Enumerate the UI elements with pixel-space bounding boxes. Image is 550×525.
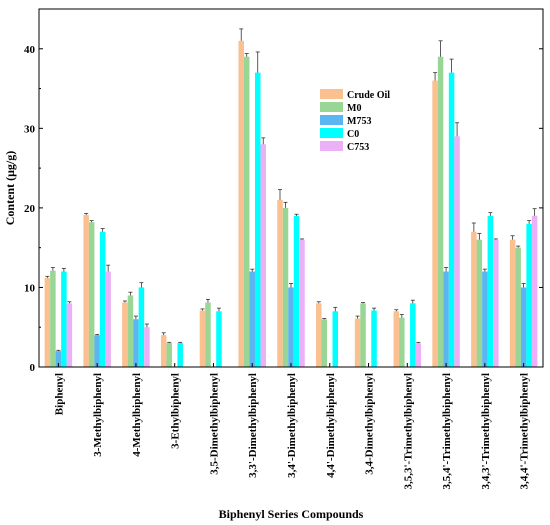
bar (88, 222, 95, 367)
bar (487, 215, 494, 367)
bar (44, 277, 51, 367)
x-category-label: 4-Methylbiphenyl (131, 373, 143, 457)
x-category-label: 3,4,4'-Trimethylbiphenyl (519, 373, 531, 490)
x-axis-title: Biphenyl Series Compounds (219, 507, 364, 521)
bar (61, 271, 67, 367)
bar (520, 287, 527, 367)
x-category-label: 3-Ethylbiphenyl (170, 373, 182, 449)
bar (254, 72, 261, 367)
legend-label: C0 (347, 129, 359, 140)
y-tick-label: 30 (24, 123, 36, 135)
bars-layer (44, 40, 538, 367)
bar (515, 247, 521, 367)
x-category-label: 3-Methylbiphenyl (92, 373, 104, 457)
bar (160, 335, 167, 367)
bar (354, 318, 361, 367)
bar (166, 343, 172, 367)
y-tick-label: 20 (24, 203, 36, 215)
bar (415, 343, 422, 367)
bar (410, 303, 416, 367)
bar (83, 215, 89, 367)
bar (99, 231, 106, 367)
bar (443, 271, 449, 367)
bar (448, 72, 455, 367)
legend: Crude Oil M0 M753 C0 C753 (320, 89, 390, 153)
y-axis-title: Content (μg/g) (3, 151, 17, 225)
x-category-label: Biphenyl (53, 373, 65, 415)
x-category-label: 3,4,3'-Trimethylbiphenyl (480, 373, 492, 490)
bar (482, 271, 488, 367)
bar (332, 311, 339, 367)
bar (509, 239, 516, 367)
bar (360, 303, 366, 367)
bar (138, 287, 145, 367)
bar (288, 287, 294, 367)
bar (393, 311, 400, 367)
bar (277, 199, 283, 367)
bar (177, 343, 183, 367)
x-category-label: 3,5,4'-Trimethylbiphenyl (441, 373, 453, 490)
error-bars-layer (45, 28, 537, 352)
y-tick-label: 0 (30, 362, 36, 374)
bar (371, 310, 377, 367)
y-axis: 0 10 20 30 40 (24, 44, 543, 374)
bar (238, 40, 244, 367)
x-category-label: 3,4-Dimethylbiphenyl (364, 373, 376, 475)
y-tick-label: 10 (24, 282, 36, 294)
bar (243, 56, 250, 367)
legend-label: M0 (347, 103, 361, 114)
legend-swatch (320, 102, 343, 112)
bar (471, 231, 477, 367)
bar (144, 327, 150, 367)
bar (399, 317, 405, 367)
legend-label: C753 (347, 142, 369, 153)
x-category-label: 3,5,3'-Trimethylbiphenyl (402, 373, 414, 490)
bar (493, 239, 499, 367)
legend-label: Crude Oil (347, 90, 390, 101)
bar (249, 271, 255, 367)
legend-swatch (320, 89, 343, 99)
legend-swatch (320, 115, 343, 125)
bar (293, 215, 300, 367)
x-category-label: 4,4'-Dimethylbiphenyl (325, 373, 337, 478)
bar (437, 56, 444, 367)
x-axis: Biphenyl 3-Methylbiphenyl 4-Methylbiphenyl… (53, 363, 531, 490)
bar (122, 302, 128, 367)
bar (526, 223, 532, 367)
x-category-label: 3,5-Dimethylbiphenyl (209, 373, 221, 475)
bar (205, 302, 211, 367)
legend-label: M753 (347, 116, 371, 127)
bar (260, 144, 266, 367)
legend-swatch (320, 141, 343, 151)
bar (133, 319, 139, 367)
bar (316, 303, 322, 367)
bar (50, 270, 56, 367)
bar (127, 295, 134, 367)
legend-swatch (320, 128, 343, 138)
bar (531, 215, 538, 367)
bar (94, 335, 100, 367)
y-tick-label: 40 (24, 44, 36, 56)
bar (282, 207, 289, 367)
bar (66, 303, 73, 367)
bar (476, 239, 483, 367)
bar (55, 351, 62, 367)
bar (216, 311, 222, 367)
bar (321, 319, 328, 367)
bar (199, 310, 206, 367)
x-category-label: 3,4'-Dimethylbiphenyl (286, 373, 298, 478)
bar (454, 136, 460, 367)
bar (299, 239, 305, 367)
bar (105, 271, 111, 367)
bar (432, 80, 438, 367)
x-category-label: 3,3'-Dimethylbiphenyl (247, 373, 259, 478)
